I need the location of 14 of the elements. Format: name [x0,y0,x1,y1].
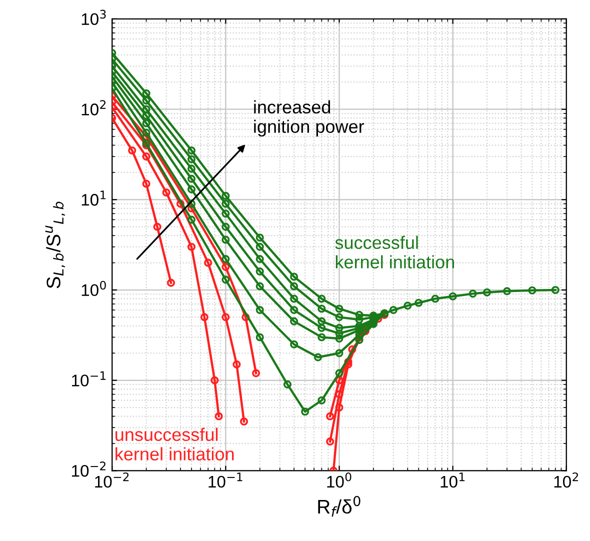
y-tick-label: 10$^{−1}$ [72,371,106,386]
x-tick-label: 10$^{1}$ [440,472,465,488]
y-tick-label: 10$^{2}$ [82,100,106,116]
x-tick-label: 10$^{−1}$ [208,472,242,488]
x-axis-title: R$_{f}$/δ$^{0}$ [318,496,360,517]
x-tick-label: 10$^{2}$ [554,472,578,488]
annotation: unsuccessful kernel initiation [116,428,234,460]
x-tick-label: 10$^{0}$ [327,472,352,488]
y-tick-label: 10$^{0}$ [82,280,106,296]
y-axis-title: S$_{L,b}$/S$^{u}$$_{L,b}$ [45,202,66,288]
annotation: successful kernel initiation [335,236,454,268]
y-tick-label: 10$^{3}$ [82,10,106,26]
y-tick-label: 10$^{1}$ [82,190,106,206]
annotation: increased ignition power [254,100,364,137]
